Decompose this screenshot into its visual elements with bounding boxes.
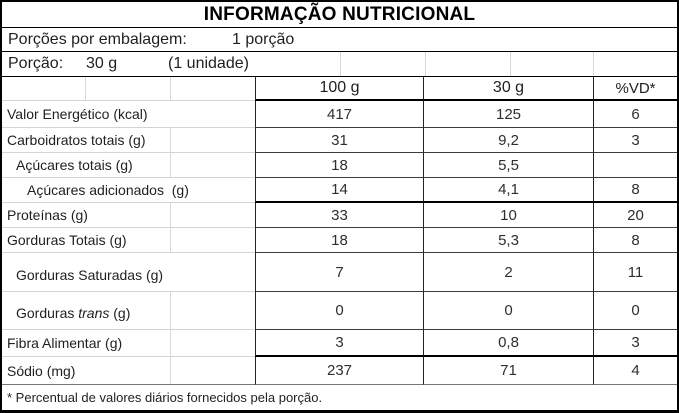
value-30g: 5,3 (423, 228, 593, 253)
value-100g: 417 (255, 101, 423, 128)
value-100g: 33 (255, 203, 423, 228)
value-100g: 237 (255, 357, 423, 385)
servings-value: 1 porção (232, 30, 295, 48)
value-100g: 7 (255, 253, 423, 292)
portion-amount: 30 g (86, 55, 118, 72)
nutrient-label: Gorduras trans (g) (2, 292, 255, 330)
servings-label: Porções por embalagem: (8, 30, 187, 48)
nutrient-row-energia: Valor Energético (kcal) 417 125 6 (2, 101, 677, 128)
faint-gridline (170, 77, 171, 100)
value-30g: 125 (423, 101, 593, 128)
nutrient-label: Fibra Alimentar (g) (2, 330, 255, 357)
footnote-text: * Percentual de valores diários fornecid… (7, 389, 323, 405)
header-30g: 30 g (423, 77, 593, 101)
faint-gridline (340, 52, 341, 76)
value-30g: 9,2 (423, 128, 593, 153)
header-vd: %VD* (593, 77, 677, 101)
faint-gridline (170, 330, 171, 356)
servings-row: Porções por embalagem: 1 porção (2, 28, 677, 52)
nutrient-row-gorduras-saturadas: Gorduras Saturadas (g) 7 2 11 (2, 253, 677, 292)
value-vd: 6 (593, 101, 677, 128)
trans-italic: trans (78, 305, 110, 321)
value-vd: 3 (593, 330, 677, 357)
portion-label: Porção: (8, 55, 64, 72)
value-100g: 0 (255, 292, 423, 330)
faint-gridline (170, 128, 171, 152)
faint-gridline (425, 52, 426, 76)
value-vd: 11 (593, 253, 677, 292)
column-header-row: 100 g 30 g %VD* (2, 77, 677, 101)
nutrient-row-proteinas: Proteínas (g) 33 10 20 (2, 203, 677, 228)
value-100g: 14 (255, 178, 423, 203)
nutrient-label: Proteínas (g) (2, 203, 255, 228)
nutrient-row-gorduras-trans: Gorduras trans (g) 0 0 0 (2, 292, 677, 330)
value-100g: 3 (255, 330, 423, 357)
value-vd (593, 153, 677, 178)
value-30g: 5,5 (423, 153, 593, 178)
value-100g: 31 (255, 128, 423, 153)
faint-gridline (85, 77, 86, 100)
value-100g: 18 (255, 153, 423, 178)
value-30g: 0,8 (423, 330, 593, 357)
nutrient-label: Gorduras Totais (g) (2, 228, 255, 253)
value-vd: 8 (593, 228, 677, 253)
nutrient-label: Valor Energético (kcal) (2, 101, 255, 128)
value-100g: 18 (255, 228, 423, 253)
nutrient-row-carboidratos: Carboidratos totais (g) 31 9,2 3 (2, 128, 677, 153)
faint-gridline (170, 357, 171, 384)
faint-gridline (170, 203, 171, 227)
table-title: INFORMAÇÃO NUTRICIONAL (203, 3, 476, 25)
value-30g: 0 (423, 292, 593, 330)
nutrient-row-acucares-adicionados: Açúcares adicionados (g) 14 4,1 8 (2, 178, 677, 203)
nutrient-label: Sódio (mg) (2, 357, 255, 385)
portion-note: (1 unidade) (168, 55, 249, 72)
faint-gridline (170, 228, 171, 252)
footnote-row: * Percentual de valores diários fornecid… (2, 385, 677, 409)
faint-gridline (170, 292, 171, 329)
faint-gridline (593, 52, 594, 76)
nutrient-row-fibra: Fibra Alimentar (g) 3 0,8 3 (2, 330, 677, 357)
table-title-row: INFORMAÇÃO NUTRICIONAL (2, 2, 677, 28)
value-30g: 2 (423, 253, 593, 292)
value-vd: 0 (593, 292, 677, 330)
faint-gridline (510, 52, 511, 76)
nutrient-label: Açúcares totais (g) (2, 153, 255, 178)
faint-gridline (170, 153, 171, 177)
nutrient-label: Carboidratos totais (g) (2, 128, 255, 153)
value-vd: 20 (593, 203, 677, 228)
portion-row: Porção: 30 g (1 unidade) (2, 52, 677, 77)
nutrient-row-gorduras-totais: Gorduras Totais (g) 18 5,3 8 (2, 228, 677, 253)
value-30g: 4,1 (423, 178, 593, 203)
value-vd: 4 (593, 357, 677, 385)
nutrient-label: Açúcares adicionados (g) (2, 178, 255, 203)
value-30g: 71 (423, 357, 593, 385)
value-30g: 10 (423, 203, 593, 228)
value-vd: 8 (593, 178, 677, 203)
nutrient-row-acucares-totais: Açúcares totais (g) 18 5,5 (2, 153, 677, 178)
value-vd: 3 (593, 128, 677, 153)
header-spacer (2, 77, 255, 101)
nutrient-row-sodio: Sódio (mg) 237 71 4 (2, 357, 677, 385)
nutrient-label: Gorduras Saturadas (g) (2, 253, 255, 292)
header-100g: 100 g (255, 77, 423, 101)
